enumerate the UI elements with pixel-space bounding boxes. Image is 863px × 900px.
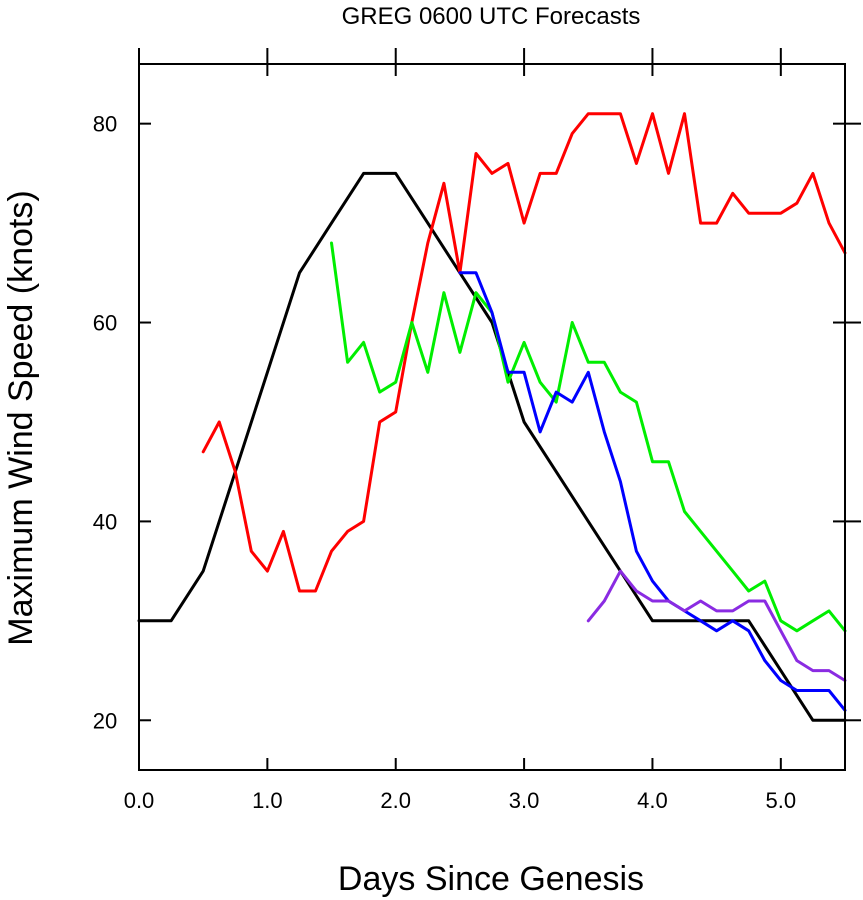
series-layer: [137, 112, 847, 722]
x-tick-label: 0.0: [124, 788, 155, 813]
y-tick-label: 80: [93, 112, 117, 137]
plot-frame: [138, 63, 846, 771]
series-line-2: [201, 112, 847, 593]
ticks-layer: 0.0 1.0 2.0 3.0 4.0 5.0 20 40 60 80: [93, 48, 861, 813]
y-tick-label: 20: [93, 708, 117, 733]
x-axis-title: Days Since Genesis: [338, 860, 644, 898]
series-line-3: [330, 241, 847, 633]
series-line-1: [137, 171, 847, 722]
y-tick-label: 60: [93, 311, 117, 336]
series-line-4: [458, 271, 847, 712]
x-tick-label: 3.0: [509, 788, 540, 813]
x-tick-label: 2.0: [380, 788, 411, 813]
series-line-5: [586, 569, 847, 682]
chart-title: GREG 0600 UTC Forecasts: [342, 3, 641, 30]
y-tick-label: 40: [93, 509, 117, 534]
x-tick-label: 5.0: [766, 788, 797, 813]
x-tick-label: 4.0: [637, 788, 668, 813]
plot-area: 0.0 1.0 2.0 3.0 4.0 5.0 20 40 60 80: [93, 48, 861, 813]
y-axis-title: Maximum Wind Speed (knots): [2, 190, 40, 645]
x-tick-label: 1.0: [252, 788, 283, 813]
